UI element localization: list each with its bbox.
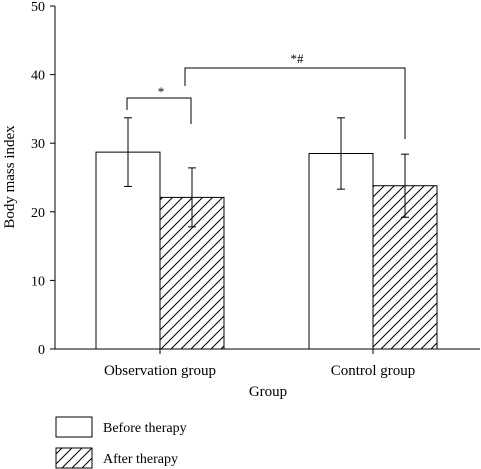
significance-bracket-star-hash: *# [184, 51, 406, 139]
error-bars [124, 117, 409, 228]
significance-bracket-star: * [126, 84, 192, 124]
y-tick-label: 0 [38, 343, 45, 358]
y-axis-label: Body mass index [2, 125, 18, 229]
x-category-label: Control group [331, 363, 416, 379]
y-tick-label: 40 [31, 69, 45, 84]
x-category-labels: Observation group Control group [104, 363, 415, 379]
y-ticks: 0 10 20 30 40 50 [31, 0, 55, 358]
bars [95, 151, 438, 354]
x-axis-label: Group [249, 384, 287, 400]
y-tick-label: 20 [31, 206, 45, 221]
x-category-label: Observation group [104, 363, 216, 379]
legend: Before therapy After therapy [55, 416, 187, 469]
y-tick-label: 50 [31, 0, 45, 15]
y-tick-label: 30 [31, 137, 45, 152]
legend-swatch-after-therapy [55, 447, 93, 469]
legend-label-after-therapy: After therapy [103, 452, 178, 467]
annotation-star: * [158, 84, 165, 99]
y-tick-label: 10 [31, 274, 45, 289]
legend-swatch-before-therapy [55, 416, 93, 438]
annotation-star-hash: *# [291, 51, 305, 66]
legend-label-before-therapy: Before therapy [103, 421, 187, 436]
